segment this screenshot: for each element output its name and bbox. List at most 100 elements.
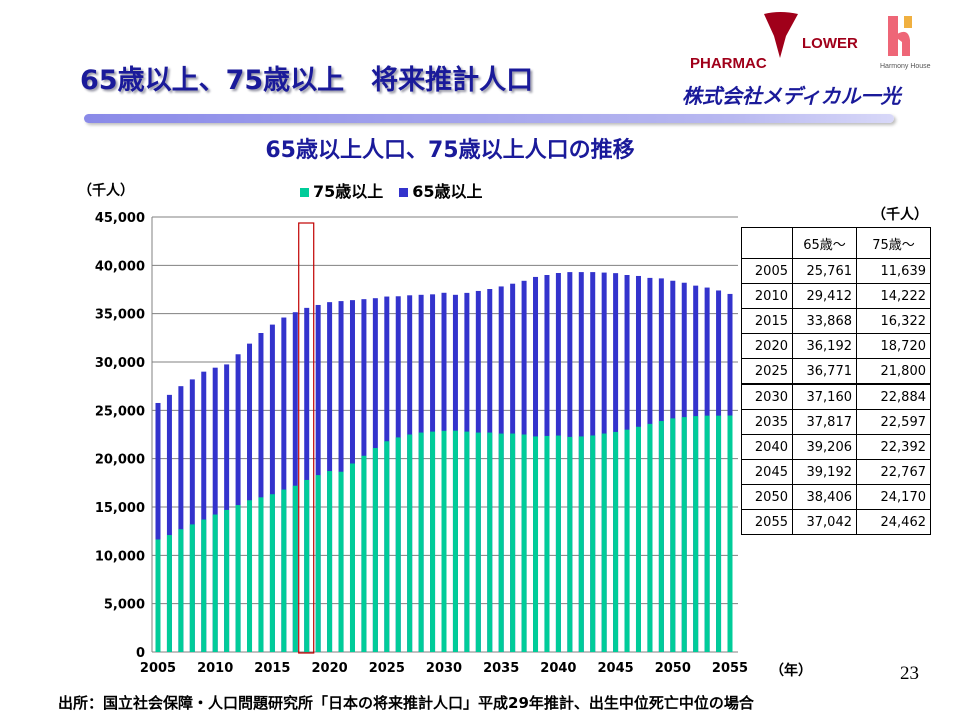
table-cell: 39,206 — [792, 434, 857, 460]
header-cell: 65歳～ — [792, 227, 857, 259]
table-cell: 14,222 — [856, 283, 931, 309]
bar-65-2013 — [247, 343, 253, 652]
legend-item-75: 75歳以上 — [300, 178, 383, 202]
bar-75-2022 — [349, 463, 355, 652]
table-cell: 2030 — [741, 383, 793, 410]
y-axis-unit: （千人） — [78, 183, 134, 199]
y-tick-label: 5,000 — [104, 598, 145, 613]
bar-75-2037 — [521, 434, 527, 652]
table-cell: 36,192 — [792, 333, 857, 359]
bar-75-2019 — [315, 475, 321, 652]
table-cell: 2025 — [741, 358, 793, 385]
table-cell: 37,160 — [792, 383, 857, 410]
table-row: 2015 33,868 16,322 — [741, 308, 931, 334]
bar-65-2010 — [212, 367, 218, 652]
bar-65-2008 — [189, 379, 195, 652]
bar-75-2042 — [578, 436, 584, 652]
x-tick-label: 2045 — [598, 661, 634, 676]
bar-65-2011 — [224, 364, 230, 652]
table-row: 2050 38,406 24,170 — [741, 484, 931, 510]
table-cell: 22,392 — [856, 434, 931, 460]
bar-75-2043 — [590, 435, 596, 652]
bar-65-2006 — [166, 394, 172, 652]
bar-75-2011 — [224, 509, 230, 652]
bar-65-2005 — [155, 402, 161, 652]
bar-75-2035 — [498, 433, 504, 652]
y-tick-label: 40,000 — [95, 259, 145, 274]
pharmacy-flower-logo: PHARMAC LOWER — [690, 12, 858, 72]
x-tick-label: 2055 — [712, 661, 748, 676]
table-cell: 24,170 — [856, 484, 931, 510]
bar-75-2029 — [430, 431, 436, 652]
x-tick-label: 2005 — [140, 661, 176, 676]
bar-65-2012 — [235, 354, 241, 652]
bar-75-2017 — [292, 485, 298, 652]
table-cell: 24,462 — [856, 509, 931, 535]
bar-65-2015 — [269, 324, 275, 652]
bar-75-2005 — [155, 539, 161, 652]
table-row: 2035 37,817 22,597 — [741, 409, 931, 435]
slide-title: 65歳以上、75歳以上 将来推計人口 — [80, 65, 534, 96]
legend-item-65: 65歳以上 — [399, 178, 483, 202]
table-cell: 2055 — [741, 509, 793, 535]
bar-75-2045 — [613, 431, 619, 652]
svg-text:PHARMAC: PHARMAC — [690, 55, 767, 72]
y-tick-label: 0 — [136, 646, 145, 661]
bar-75-2016 — [281, 489, 287, 652]
bar-75-2028 — [418, 432, 424, 652]
bar-75-2009 — [201, 519, 207, 652]
bar-75-2015 — [269, 494, 275, 652]
table-cell: 22,767 — [856, 459, 931, 485]
bar-75-2021 — [338, 471, 344, 652]
bar-75-2006 — [166, 535, 172, 652]
bar-75-2051 — [681, 417, 687, 652]
bar-75-2047 — [635, 426, 641, 652]
bar-65-2007 — [178, 386, 184, 652]
bar-75-2044 — [601, 433, 607, 652]
table-row: 2045 39,192 22,767 — [741, 459, 931, 485]
svg-text:Harmony House: Harmony House — [880, 63, 931, 70]
table-cell: 2040 — [741, 434, 793, 460]
table-cell: 22,884 — [856, 383, 931, 410]
bar-75-2053 — [704, 415, 710, 652]
table-cell: 2045 — [741, 459, 793, 485]
y-tick-label: 20,000 — [95, 453, 145, 468]
table-cell: 2050 — [741, 484, 793, 510]
population-table: 65歳～ 75歳～ 2005 25,761 11,639 2010 29,412 14,222… — [741, 227, 931, 535]
legend-swatch — [300, 188, 309, 197]
bar-75-2020 — [327, 471, 333, 652]
bar-75-2048 — [647, 423, 653, 652]
page-number: 23 — [900, 663, 919, 684]
bar-75-2008 — [189, 524, 195, 652]
bar-75-2049 — [658, 420, 664, 652]
table-cell: 16,322 — [856, 308, 931, 334]
legend-swatch — [399, 188, 409, 197]
x-tick-label: 2030 — [426, 661, 462, 676]
y-tick-label: 25,000 — [95, 404, 145, 419]
medical-logo-text: 株式会社メディカル一光 — [682, 84, 903, 108]
table-cell: 29,412 — [792, 283, 857, 309]
bar-75-2050 — [670, 418, 676, 652]
bar-75-2026 — [395, 437, 401, 652]
bar-75-2032 — [464, 431, 470, 652]
source-note: 出所：国立社会保障・人口問題研究所「日本の将来推計人口」平成29年推計、出生中位… — [58, 694, 754, 712]
table-cell: 37,817 — [792, 409, 857, 435]
title-divider — [84, 114, 894, 123]
bar-75-2024 — [372, 448, 378, 652]
bar-75-2013 — [247, 500, 253, 652]
table-cell: 2010 — [741, 283, 793, 309]
bar-75-2055 — [727, 415, 733, 652]
highlight-box — [298, 222, 315, 654]
y-tick-label: 30,000 — [95, 356, 145, 371]
x-tick-label: 2015 — [254, 661, 290, 676]
table-cell: 11,639 — [856, 258, 931, 284]
bar-75-2012 — [235, 505, 241, 652]
bar-75-2023 — [361, 455, 367, 652]
bar-75-2046 — [624, 429, 630, 652]
legend-label: 75歳以上 — [313, 182, 384, 201]
table-cell: 2020 — [741, 333, 793, 359]
bar-65-2014 — [258, 333, 264, 652]
company-logos: PHARMAC LOWER Harmony House 株式会社メディカル一光 — [682, 12, 931, 108]
bar-75-2041 — [567, 436, 573, 652]
y-tick-label: 15,000 — [95, 501, 145, 516]
